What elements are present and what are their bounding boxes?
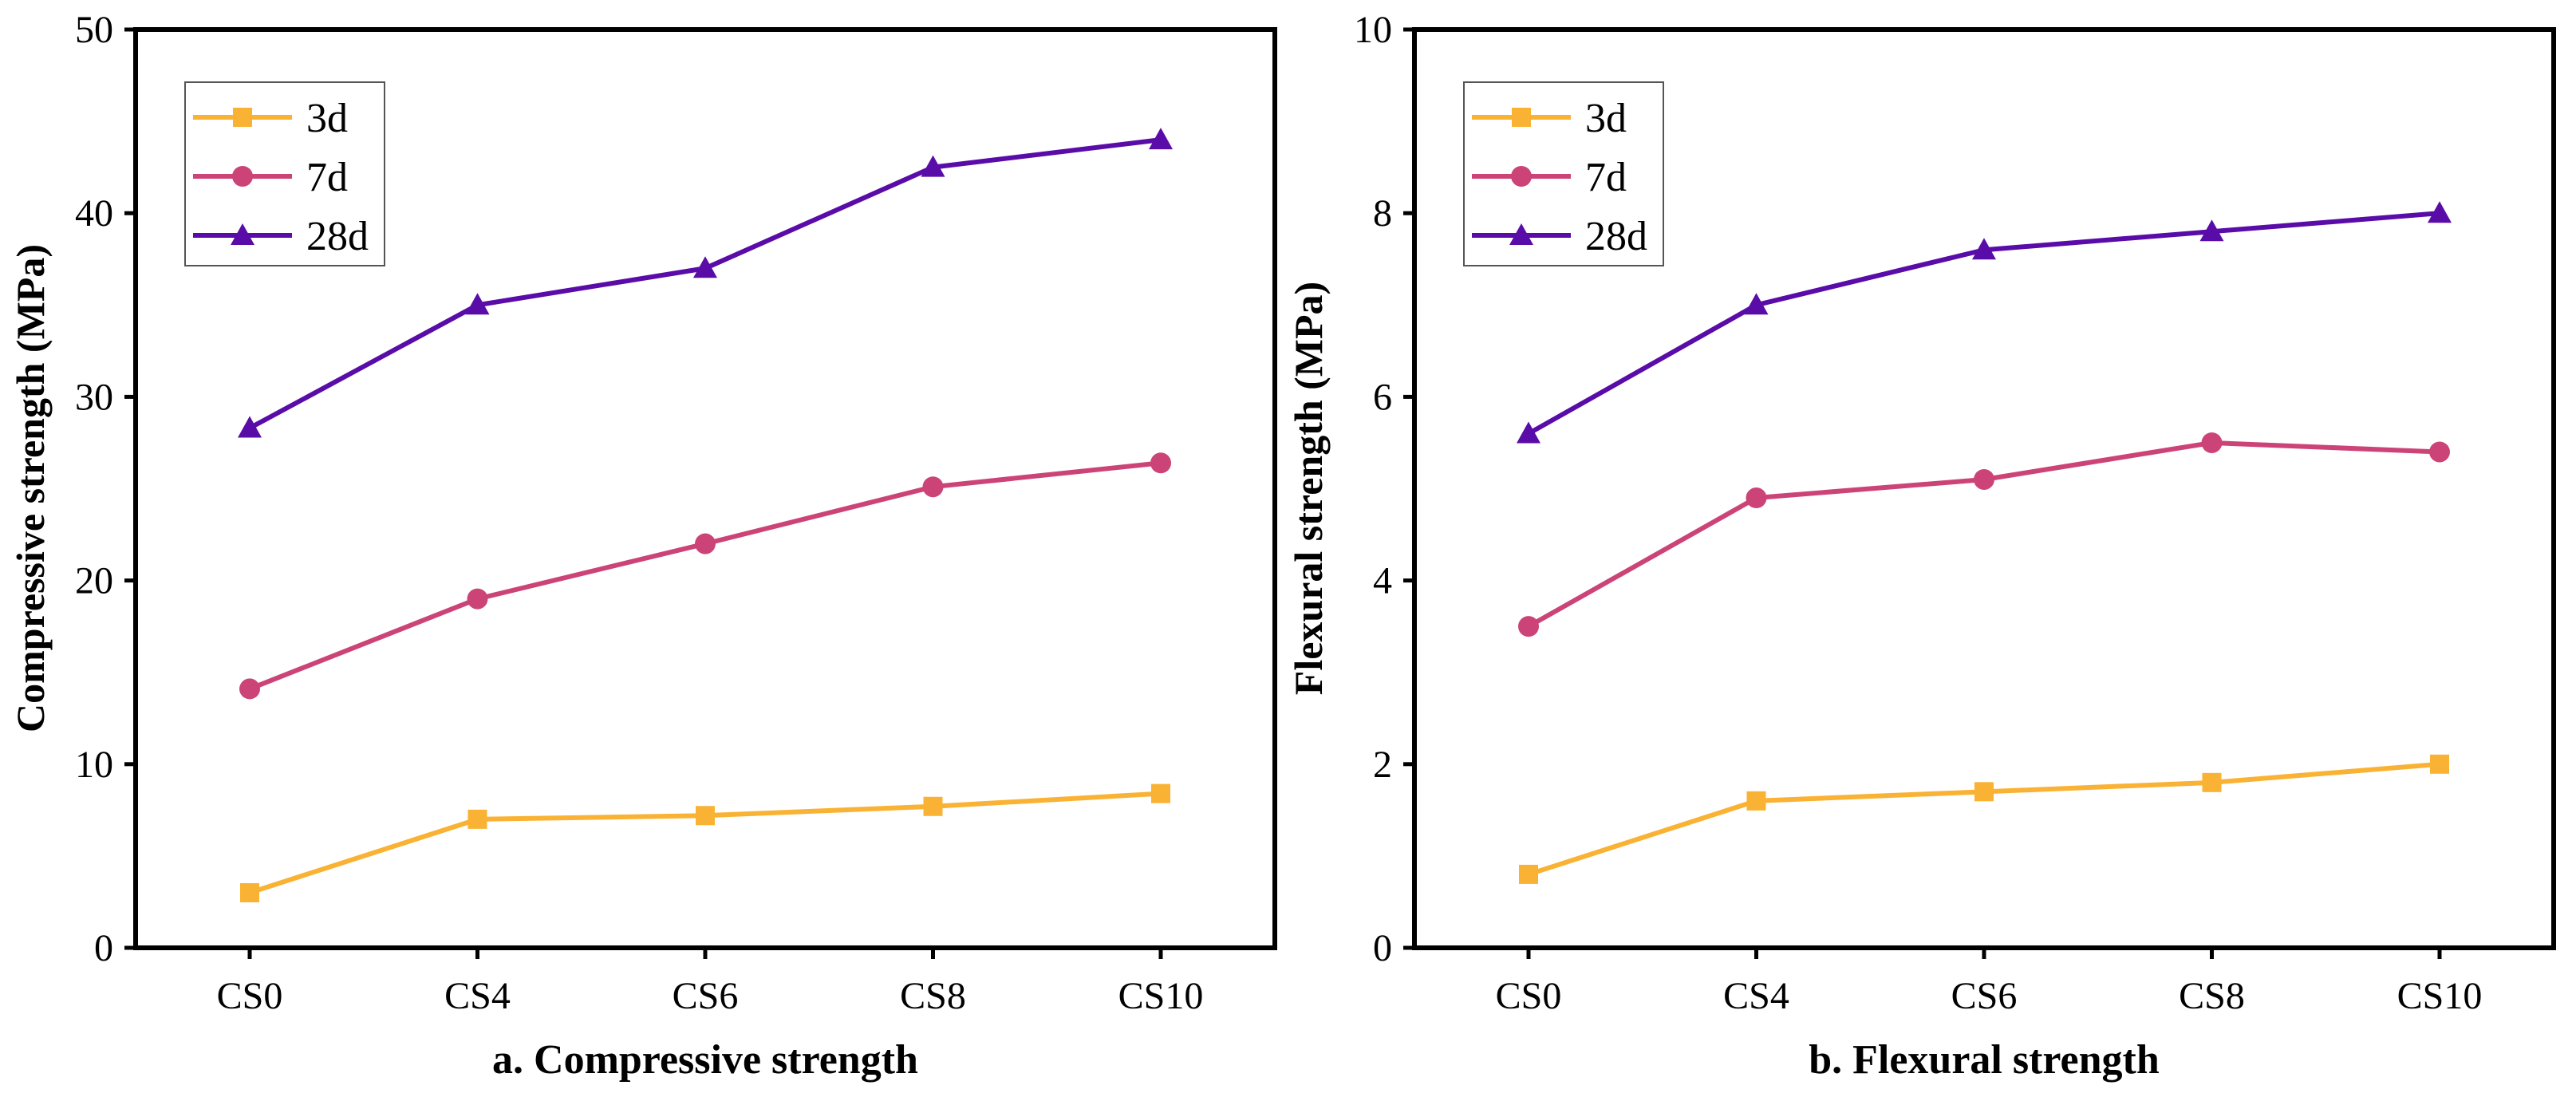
chart-caption: a. Compressive strength xyxy=(492,1037,918,1083)
data-point-28d xyxy=(693,256,717,278)
data-point-3d xyxy=(1746,791,1766,811)
data-point-3d xyxy=(2430,754,2449,774)
legend-label-28d: 28d xyxy=(306,214,369,259)
x-tick-label: CS4 xyxy=(1723,975,1789,1017)
data-point-3d xyxy=(2202,772,2222,792)
series-line-3d xyxy=(1528,761,2440,877)
data-point-3d xyxy=(1974,782,1994,802)
y-tick-label: 0 xyxy=(1373,927,1392,969)
data-point-28d xyxy=(921,155,945,177)
data-point-7d xyxy=(239,678,260,700)
y-tick-label: 10 xyxy=(75,744,113,786)
legend-marker-3d xyxy=(233,108,252,127)
data-point-3d xyxy=(240,882,259,902)
data-point-7d xyxy=(922,476,944,498)
x-tick-label: CS8 xyxy=(2179,975,2245,1017)
data-point-7d xyxy=(2429,441,2450,463)
series-line-28d xyxy=(248,137,1162,431)
y-tick-label: 10 xyxy=(1354,9,1392,51)
y-tick-label: 8 xyxy=(1373,192,1392,235)
y-tick-label: 2 xyxy=(1373,744,1392,786)
data-point-3d xyxy=(1151,783,1170,803)
data-point-7d xyxy=(1974,468,1994,490)
y-tick-label: 20 xyxy=(75,560,113,602)
legend-label-3d: 3d xyxy=(306,96,348,141)
x-tick-label: CS0 xyxy=(1496,975,1562,1017)
data-point-28d xyxy=(2428,201,2452,223)
x-tick-label: CS0 xyxy=(217,975,283,1017)
data-point-7d xyxy=(1150,452,1171,474)
y-tick-label: 0 xyxy=(94,927,113,969)
data-point-7d xyxy=(2201,432,2223,453)
data-point-28d xyxy=(1149,128,1173,150)
legend: 3d 7d 28d xyxy=(184,81,385,266)
y-axis-title: Flexural strength (MPa) xyxy=(1286,282,1331,695)
y-tick-label: 40 xyxy=(75,192,113,235)
chart-caption: b. Flexural strength xyxy=(1809,1037,2160,1083)
x-tick-label: CS6 xyxy=(673,975,739,1017)
y-tick-label: 30 xyxy=(75,376,113,418)
legend-label-7d: 7d xyxy=(1585,155,1627,200)
x-tick-label: CS8 xyxy=(900,975,966,1017)
data-point-3d xyxy=(923,796,943,816)
data-point-28d xyxy=(238,416,262,438)
legend-marker-7d xyxy=(232,166,253,187)
data-point-3d xyxy=(696,806,715,826)
x-tick-label: CS6 xyxy=(1951,975,2018,1017)
compressive-strength-chart: 0 10 20 30 40 50 CS0 CS4 CS6 CS8 CS10 Compressive s… xyxy=(8,9,1277,1083)
data-point-7d xyxy=(1518,616,1539,637)
y-tick-label: 6 xyxy=(1373,376,1392,418)
flexural-strength-chart: 0 2 4 6 8 10 CS0 CS4 CS6 CS8 CS10 Flexural strength… xyxy=(1286,9,2556,1083)
legend-marker-7d xyxy=(1511,166,1532,187)
x-tick-label: CS10 xyxy=(1118,975,1204,1017)
y-tick-label: 4 xyxy=(1373,560,1392,602)
x-tick-label: CS10 xyxy=(2397,975,2483,1017)
legend-marker-28d xyxy=(1509,223,1533,245)
data-point-28d xyxy=(2199,219,2224,242)
y-tick-label: 50 xyxy=(75,9,113,51)
data-point-7d xyxy=(1746,487,1767,509)
data-point-7d xyxy=(695,533,716,554)
data-point-3d xyxy=(1519,864,1538,884)
data-point-7d xyxy=(467,588,488,610)
legend-label-28d: 28d xyxy=(1585,214,1647,259)
legend-label-3d: 3d xyxy=(1585,96,1627,141)
data-point-28d xyxy=(465,293,490,315)
y-axis-title: Compressive strength (MPa) xyxy=(8,244,53,732)
legend-label-7d: 7d xyxy=(306,155,348,200)
x-tick-label: CS4 xyxy=(444,975,511,1017)
data-point-28d xyxy=(1744,293,1769,315)
legend-marker-3d xyxy=(1512,108,1531,127)
data-point-28d xyxy=(1517,421,1540,444)
legend: 3d 7d 28d xyxy=(1463,81,1664,266)
data-point-3d xyxy=(467,809,487,829)
legend-marker-28d xyxy=(231,223,254,245)
series-line-7d xyxy=(248,460,1162,692)
data-point-28d xyxy=(1972,238,1996,260)
